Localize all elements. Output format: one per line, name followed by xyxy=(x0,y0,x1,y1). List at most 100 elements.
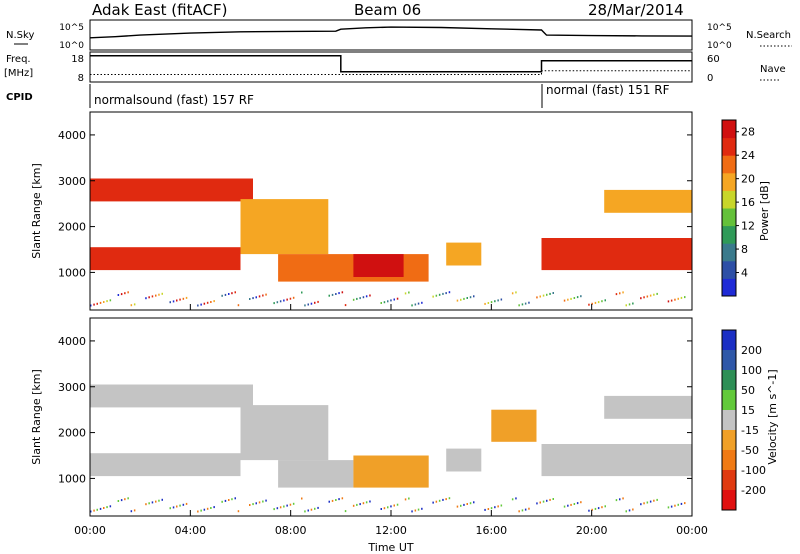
freq-panel: Freq. [MHz] 18 8 60 0 Nave xyxy=(4,51,786,84)
speckle xyxy=(145,297,147,300)
speckle xyxy=(387,506,389,509)
speckle xyxy=(234,497,236,500)
speckle xyxy=(404,292,407,295)
y-tick-label: 3000 xyxy=(58,381,86,394)
data-region-3 xyxy=(278,460,354,488)
speckle xyxy=(549,498,551,501)
speckle xyxy=(200,509,202,512)
y-tick-label: 3000 xyxy=(58,175,86,188)
speckle xyxy=(359,297,361,300)
velocity-panel: 1000 2000 3000 4000 Slant Range [km] 200 100… xyxy=(30,317,779,517)
speckle xyxy=(352,504,355,507)
speckle xyxy=(283,299,285,302)
speckle xyxy=(684,296,686,299)
speckle xyxy=(643,502,645,505)
speckle xyxy=(573,297,576,299)
speckle xyxy=(680,502,683,505)
speckle xyxy=(262,294,264,297)
speckle xyxy=(93,303,95,306)
speckle xyxy=(539,295,541,298)
speckle xyxy=(460,298,462,301)
speckle xyxy=(632,508,634,511)
cpid-mode-2: normal (fast) 151 RF xyxy=(546,83,670,97)
power-colorbar-tick-label: 20 xyxy=(741,173,755,186)
speckle xyxy=(396,297,399,300)
nave-label: Nave xyxy=(760,64,786,75)
speckle xyxy=(580,501,582,504)
speckle xyxy=(421,301,423,304)
speckle xyxy=(276,301,279,304)
beam-title: Beam 06 xyxy=(354,1,421,19)
speckle xyxy=(524,508,527,511)
speckle xyxy=(90,510,92,513)
speckle xyxy=(344,510,347,513)
speckle xyxy=(490,507,493,510)
data-region-0 xyxy=(90,178,253,202)
speckle xyxy=(124,498,126,501)
speckle xyxy=(524,302,527,305)
speckle xyxy=(273,508,275,511)
speckle xyxy=(103,301,105,303)
speckle xyxy=(653,293,655,296)
freq-series-line xyxy=(90,55,692,73)
velocity-colorbar-swatch xyxy=(722,410,736,431)
power-colorbar-swatch xyxy=(722,155,736,174)
speckle xyxy=(130,510,133,513)
speckle xyxy=(231,498,233,501)
speckle xyxy=(117,294,120,296)
speckle xyxy=(331,499,334,502)
freq-tick-right-bottom: 0 xyxy=(707,73,713,84)
speckle xyxy=(265,499,267,502)
speckle xyxy=(292,296,295,299)
speckle xyxy=(158,293,160,296)
speckle xyxy=(674,298,676,301)
speckle xyxy=(359,503,361,506)
speckle xyxy=(341,497,344,500)
speckle xyxy=(573,503,576,505)
power-colorbar-tick-label: 4 xyxy=(741,267,748,280)
speckle xyxy=(463,297,465,300)
station-title: Adak East (fitACF) xyxy=(92,1,227,19)
speckle xyxy=(628,509,631,512)
power-colorbar-swatch xyxy=(722,225,736,244)
speckle xyxy=(417,508,420,511)
speckle xyxy=(588,303,590,306)
speckle xyxy=(151,295,154,298)
speckle xyxy=(536,296,538,299)
speckle xyxy=(237,304,240,307)
freq-label: Freq. xyxy=(6,54,31,65)
speckle xyxy=(500,298,503,301)
speckle xyxy=(158,499,160,502)
speckle xyxy=(511,292,514,295)
velocity-colorbar-tick-label: 200 xyxy=(741,344,762,357)
velocity-colorbar-tick-label: -200 xyxy=(741,484,766,497)
speckle xyxy=(563,505,566,508)
speckle xyxy=(393,298,395,301)
speckle xyxy=(362,502,365,505)
speckle xyxy=(255,296,257,299)
power-colorbar-swatch xyxy=(722,120,736,139)
speckle xyxy=(432,295,434,298)
speckle xyxy=(563,299,566,302)
speckle xyxy=(328,500,330,503)
data-region-4 xyxy=(353,254,404,277)
data-region-6 xyxy=(491,409,537,442)
speckle xyxy=(628,303,631,306)
power-colorbar-label: Power [dB] xyxy=(758,181,771,241)
velocity-data-cells xyxy=(90,384,692,513)
noise-tick-right-bottom: 10^0 xyxy=(707,41,732,51)
speckle xyxy=(352,298,355,301)
speckle xyxy=(328,294,330,297)
velocity-colorbar-tick-label: 100 xyxy=(741,364,762,377)
speckle xyxy=(677,503,679,506)
speckle xyxy=(684,502,686,505)
time-xlabel: Time UT xyxy=(367,541,413,554)
speckle xyxy=(335,499,337,501)
speckle xyxy=(124,292,126,295)
speckle xyxy=(646,295,649,298)
power-colorbar-tick-label: 16 xyxy=(741,196,755,209)
power-colorbar-tick-label: 8 xyxy=(741,243,748,256)
speckle xyxy=(619,292,621,295)
y-tick-label: 1000 xyxy=(58,472,86,485)
speckle xyxy=(594,507,597,510)
